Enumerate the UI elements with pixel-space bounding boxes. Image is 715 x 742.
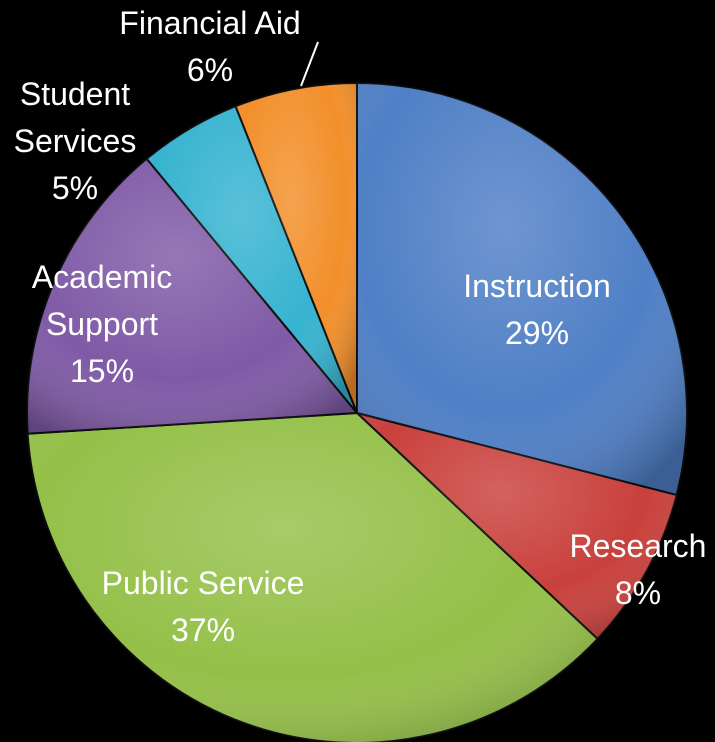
pie-slice-shading	[235, 83, 357, 413]
slice-label-financial-aid: Financial Aid 6%	[119, 5, 300, 88]
pie-shading	[26, 83, 687, 742]
pie-slice-shading	[146, 106, 357, 414]
pie-slice-shading	[357, 413, 677, 639]
slice-label-instruction: Instruction 29%	[463, 268, 611, 351]
pie-slice-shading	[27, 413, 598, 742]
pie-slice-shading	[357, 83, 687, 496]
slice-label-student-services: Student Services 5%	[14, 76, 137, 206]
slice-label-public-service: Public Service 37%	[102, 565, 305, 648]
leader-line-financial-aid	[300, 41, 319, 87]
pie-slice-shading	[26, 158, 358, 434]
slice-label-research: Research 8%	[570, 528, 707, 611]
slice-label-academic-support: Academic Support 15%	[32, 259, 173, 389]
pie-labels: Instruction 29% Research 8% Public Service 37…	[14, 5, 707, 648]
